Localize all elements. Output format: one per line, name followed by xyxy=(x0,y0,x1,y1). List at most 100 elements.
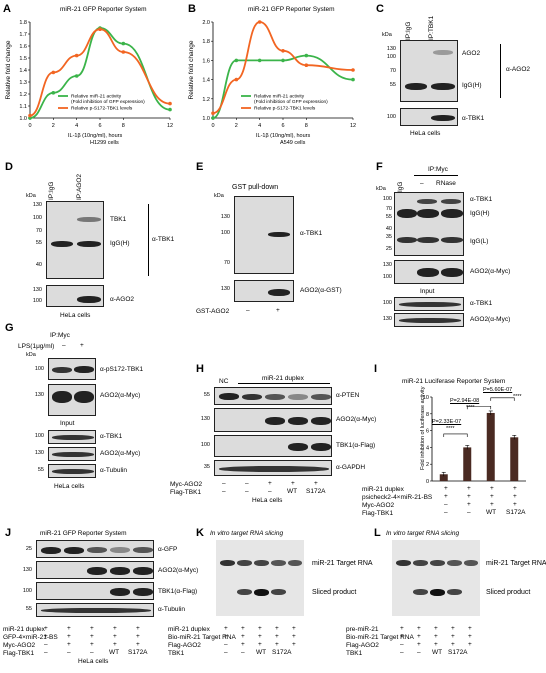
chart-i-ytick-label: 6 xyxy=(426,429,429,435)
g-minus: – xyxy=(62,342,66,349)
l-r3-2: + xyxy=(434,641,438,648)
g-ipmyc: IP:Myc xyxy=(50,332,70,339)
panel-letter-l: L xyxy=(374,527,381,539)
chart-b-series-0-point xyxy=(234,58,239,63)
chart-a-ytick-label: 1.8 xyxy=(19,20,27,26)
k-r1-3: + xyxy=(275,625,279,632)
k-r4-3: S172A xyxy=(272,649,292,656)
chart-a-ytick-label: 1.1 xyxy=(19,104,27,110)
panel-letter-c: C xyxy=(376,3,384,15)
chart-i-bar xyxy=(510,437,519,481)
j-mw-25: 25 xyxy=(25,546,32,552)
c-blot-tbk1 xyxy=(400,108,458,126)
chart-i-ytick-label: 8 xyxy=(426,412,429,418)
h-r2-1: – xyxy=(245,488,249,495)
h-r1-3: + xyxy=(291,480,295,487)
j-title: miR-21 GFP Reporter System xyxy=(40,530,127,537)
d-mw-55: 55 xyxy=(35,240,42,246)
chart-a-ytick-label: 1.6 xyxy=(19,44,27,50)
j-r1-3: + xyxy=(113,625,117,632)
c-label-igg: IgG(H) xyxy=(462,82,482,89)
g-blot-tbk1 xyxy=(48,430,96,444)
chart-b-xtick-label: 0 xyxy=(211,123,214,129)
k-r3-0: – xyxy=(224,641,228,648)
l-r2-0: + xyxy=(400,633,404,640)
chart-a-ytick-label: 1.4 xyxy=(19,68,27,74)
i-r3-2: + xyxy=(490,501,494,508)
i-r1-1: + xyxy=(467,485,471,492)
g-mw-100: 100 xyxy=(34,366,44,372)
k-r3-2: + xyxy=(258,641,262,648)
l-row1-label: pre-miR-21 xyxy=(346,626,379,633)
l-label-sliced: Sliced product xyxy=(486,589,531,596)
i-row3-label: Myc-AGO2 xyxy=(362,502,395,509)
f-mw-130c: 130 xyxy=(382,316,392,322)
g-blot-tubulin xyxy=(48,464,96,478)
chart-b-series-0-point xyxy=(211,116,215,120)
l-row2-label: Bio-miR-21 Target RNA xyxy=(346,634,414,641)
d-label-ab: α-TBK1 xyxy=(152,236,175,243)
chart-b-ytick-label: 2.0 xyxy=(202,20,210,26)
chart-a-series-0-point xyxy=(168,107,172,112)
f-blot-ago2 xyxy=(394,260,464,284)
j-r4-4: S172A xyxy=(128,649,148,656)
chart-a-xtick-label: 4 xyxy=(75,123,78,129)
j-row3-label: Myc-AGO2 xyxy=(3,642,36,649)
f-ipmyc-line xyxy=(414,175,458,176)
chart-a-series-1-point xyxy=(121,50,126,54)
f-label-tbk1: α-TBK1 xyxy=(470,196,493,203)
g-plus: + xyxy=(80,342,84,349)
i-r4-3: S172A xyxy=(506,509,526,516)
d-mw-130: 130 xyxy=(32,202,42,208)
h-row2-label: Flag-TBK1 xyxy=(170,489,202,496)
g-label-ago2: AGO2(α-Myc) xyxy=(100,392,141,399)
i-ylabel: Fold inhibition of luciferase activity xyxy=(420,386,426,470)
chart-b-series-0-point xyxy=(351,77,355,82)
g-blot-ps172 xyxy=(48,358,96,380)
f-mw-70: 70 xyxy=(385,206,392,212)
chart-a-ytick-label: 1.5 xyxy=(19,56,27,62)
i-r2-2: + xyxy=(490,493,494,500)
c-mw-130: 130 xyxy=(386,46,396,52)
panel-letter-g: G xyxy=(5,322,14,334)
i-stars1: **** xyxy=(446,426,455,432)
h-r2-2: – xyxy=(268,488,272,495)
k-r2-4: + xyxy=(292,633,296,640)
chart-a-series-1-point xyxy=(28,113,32,118)
chart-b-xtick-label: 2 xyxy=(235,123,238,129)
d-blot-tbk1 xyxy=(46,201,104,279)
j-r2-2: + xyxy=(90,633,94,640)
g-label-tubulin: α-Tubulin xyxy=(100,467,127,474)
j-label-ago2: AGO2(α-Myc) xyxy=(158,567,199,574)
panel-letter-f: F xyxy=(376,161,383,173)
j-r2-3: + xyxy=(113,633,117,640)
h-cells: HeLa cells xyxy=(252,497,283,504)
e-mw-70: 70 xyxy=(223,260,230,266)
l-row4-label: TBK1 xyxy=(346,650,363,657)
i-r3-0: – xyxy=(444,501,448,508)
chart-a-cells: H1299 cells xyxy=(90,140,119,146)
g-mw-100b: 100 xyxy=(34,433,44,439)
k-r2-0: + xyxy=(224,633,228,640)
c-bracket xyxy=(500,44,501,98)
chart-i-bar xyxy=(463,447,472,481)
g-input: Input xyxy=(60,420,75,427)
i-r1-2: + xyxy=(490,485,494,492)
l-r4-3: S172A xyxy=(448,649,468,656)
d-lane-ago2: IP:AGO2 xyxy=(76,173,83,200)
j-row2-label: GFP-4×miR-21-BS xyxy=(3,634,58,641)
chart-b-ylabel: Relative fold change xyxy=(188,40,195,99)
i-title: miR-21 Luciferase Reporter System xyxy=(402,378,506,385)
chart-i-sig-bracket-1 xyxy=(466,405,492,410)
f-mw-100c: 100 xyxy=(382,300,392,306)
panel-letter-b: B xyxy=(188,3,196,15)
k-label-sliced: Sliced product xyxy=(312,589,357,596)
d-mw-130b: 130 xyxy=(32,287,42,293)
f-mw-100b: 100 xyxy=(382,274,392,280)
c-blot-ago2 xyxy=(400,40,458,102)
f-label-tbk1b: α-TBK1 xyxy=(470,300,493,307)
l-blot xyxy=(392,540,480,616)
g-mw-55: 55 xyxy=(37,467,44,473)
f-label-iggh: IgG(H) xyxy=(470,210,490,217)
chart-b-legend-label-0b: (Fold inhibition of GFP expression) xyxy=(254,99,328,105)
